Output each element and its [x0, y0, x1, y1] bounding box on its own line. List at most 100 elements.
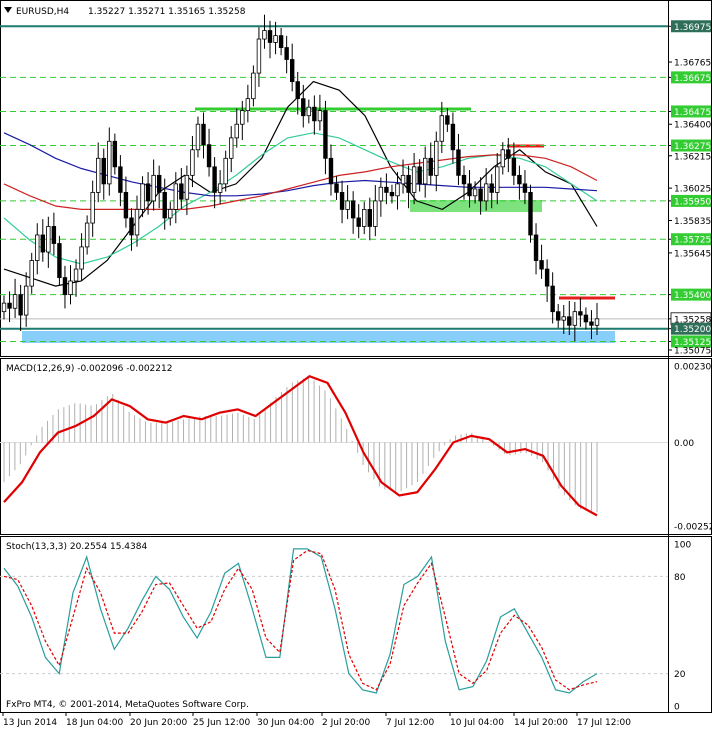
price-label: 1.36975	[674, 23, 711, 33]
time-label: 20 Jun 20:00	[130, 718, 187, 728]
candle-body	[467, 183, 472, 197]
stoch-main-line	[3, 548, 598, 694]
candle-body	[201, 123, 206, 146]
candle-body	[262, 30, 267, 40]
price-label: 1.35950	[674, 197, 711, 207]
candle-body	[478, 188, 483, 202]
candle-body	[583, 314, 589, 323]
candle-body	[151, 174, 156, 202]
price-label: 1.36275	[674, 142, 711, 152]
price-badge	[671, 71, 711, 84]
candle-body	[328, 157, 334, 185]
time-label: 25 Jun 12:00	[193, 718, 250, 728]
price-label: 1.35200	[674, 325, 711, 335]
candle-body	[12, 294, 18, 309]
candle-body	[356, 217, 361, 227]
stoch-signal-line	[3, 549, 598, 691]
candle-body	[528, 191, 533, 236]
time-label: 13 Jun 2014	[3, 718, 57, 728]
candle-body	[140, 183, 145, 210]
candle-body	[445, 115, 450, 125]
candle-body	[301, 98, 306, 117]
candle-body	[495, 166, 500, 193]
candle-body	[112, 140, 118, 168]
stoch-tick-label: 0	[674, 703, 680, 713]
candle-body	[511, 157, 517, 176]
candle-body	[240, 110, 245, 125]
support-zone	[22, 331, 615, 343]
candle-body	[267, 30, 273, 43]
candle-body	[506, 149, 511, 159]
price-badge	[671, 233, 711, 246]
candle-body	[362, 209, 367, 227]
candle-body	[334, 183, 339, 193]
candle-body	[295, 81, 300, 100]
candle-body	[483, 183, 489, 202]
time-label: 14 Jul 20:00	[514, 718, 568, 728]
time-label: 17 Jul 12:00	[577, 718, 631, 728]
candle-body	[23, 285, 29, 316]
candle-body	[284, 47, 289, 60]
candles	[1, 14, 600, 342]
candle-body	[472, 188, 478, 197]
price-badge	[671, 194, 711, 207]
candle-body	[123, 191, 129, 219]
macd-panel-border	[0, 358, 712, 535]
candle-body	[345, 200, 350, 210]
macd-tick-label: 0.002309	[674, 363, 712, 373]
candle-body	[578, 311, 583, 316]
price-badge	[671, 335, 711, 348]
candle-body	[594, 318, 600, 326]
stoch-tick-label: 80	[674, 573, 686, 583]
candle-body	[461, 174, 467, 185]
macd-signal-line	[3, 374, 598, 517]
candle-body	[306, 106, 312, 117]
candle-body	[522, 183, 528, 193]
candle-body	[539, 260, 544, 270]
time-axis: 13 Jun 2014 18 Jun 04:00 20 Jun 20:00 25 Ju…	[2, 712, 631, 728]
candle-body	[256, 38, 262, 74]
dropdown-arrow-icon[interactable]	[4, 7, 12, 13]
candle-body	[489, 183, 494, 193]
stoch-panel: 100 80 20 0	[0, 541, 691, 713]
candle-body	[35, 234, 40, 261]
price-badge	[671, 105, 711, 118]
candle-body	[90, 191, 95, 224]
candle-body	[223, 157, 228, 185]
symbol-label: EURUSD,H4	[16, 7, 69, 17]
candle-body	[206, 144, 212, 168]
candle-body	[417, 166, 422, 185]
macd-tick-label: 0.00	[674, 439, 694, 449]
candle-body	[195, 123, 201, 151]
candle-body	[589, 321, 594, 326]
candle-body	[73, 268, 79, 282]
candle-body	[101, 157, 106, 185]
price-label: 1.35725	[674, 236, 711, 246]
candle-body	[156, 174, 162, 193]
candle-body	[212, 166, 217, 193]
candle-body	[339, 191, 345, 210]
candle-body	[40, 234, 45, 253]
price-label: 1.35645	[674, 249, 711, 259]
candle-body	[367, 209, 372, 227]
candle-body	[162, 191, 167, 219]
candle-body	[96, 157, 101, 193]
ma-line-ma_red	[3, 154, 598, 210]
candle-body	[251, 72, 256, 100]
price-label: 1.36215	[674, 152, 711, 162]
candle-body	[533, 234, 539, 261]
candle-body	[323, 110, 328, 159]
price-label: 1.35125	[674, 338, 711, 348]
price-badge	[671, 322, 711, 335]
candle-body	[145, 183, 151, 202]
candle-body	[500, 149, 505, 168]
candle-body	[456, 149, 461, 176]
candle-body	[190, 149, 195, 176]
candle-body	[395, 183, 400, 197]
candle-body	[544, 268, 550, 287]
candle-body	[79, 246, 84, 270]
price-label: 1.36400	[674, 121, 711, 131]
